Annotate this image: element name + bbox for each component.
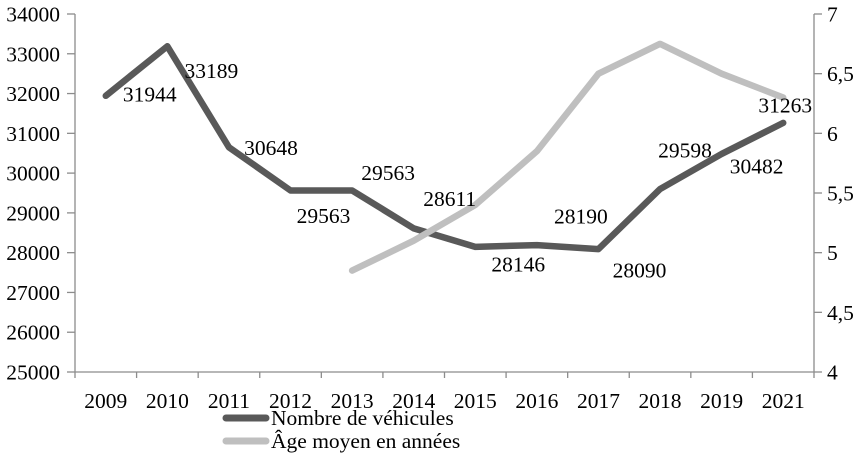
left-axis-tick-label: 27000 <box>6 281 60 305</box>
legend-label-vehicules: Nombre de véhicules <box>271 406 454 430</box>
right-axis-tick-label: 5,5 <box>827 182 854 206</box>
data-label-2015: 28146 <box>491 252 545 276</box>
series-line-vehicules <box>102 43 787 253</box>
data-label-2009: 31944 <box>123 82 177 106</box>
chart-legend: Nombre de véhicules Âge moyen en années <box>222 406 460 453</box>
left-axis-tick-label: 34000 <box>6 3 60 27</box>
right-axis-tick-label: 4,5 <box>827 301 854 325</box>
legend-label-age: Âge moyen en années <box>271 429 460 453</box>
data-label-2010: 33189 <box>185 59 239 83</box>
axes: 25000 26000 27000 28000 29000 30000 31000 32000… <box>6 3 854 414</box>
right-axis-tick-label: 5 <box>827 241 838 265</box>
x-axis-category-label: 2009 <box>84 389 127 413</box>
x-axis-category-label: 2011 <box>208 389 250 413</box>
x-axis-category-label: 2016 <box>515 389 558 413</box>
left-axis-tick-label: 31000 <box>6 122 60 146</box>
data-label-2021: 31263 <box>758 93 812 117</box>
data-label-2013: 29563 <box>361 161 415 185</box>
x-axis-category-label: 2017 <box>577 389 620 413</box>
right-axis-tick-label: 7 <box>827 3 838 27</box>
x-axis-category-label: 2010 <box>146 389 189 413</box>
left-axis-tick-label: 28000 <box>6 241 60 265</box>
left-axis-tick-label: 25000 <box>6 361 60 385</box>
x-axis-category-label: 2019 <box>700 389 743 413</box>
left-axis-tick-label: 26000 <box>6 321 60 345</box>
x-axis-category-label: 2013 <box>331 389 374 413</box>
x-axis-category-label: 2018 <box>639 389 682 413</box>
data-label-2019: 30482 <box>730 154 784 178</box>
data-labels: 31944 33189 30648 29563 29563 28611 28146 28190… <box>123 59 812 283</box>
left-axis-tick-label: 32000 <box>6 82 60 106</box>
x-axis-category-label: 2021 <box>762 389 805 413</box>
data-label-2012: 29563 <box>297 204 351 228</box>
data-label-2011: 30648 <box>244 136 298 160</box>
right-axis-tick-label: 4 <box>827 361 838 385</box>
data-label-2017: 28090 <box>613 259 667 283</box>
series-lines <box>102 40 787 274</box>
data-label-2016: 28190 <box>554 205 608 229</box>
left-axis-tick-label: 30000 <box>6 162 60 186</box>
right-axis-tick-label: 6 <box>827 122 838 146</box>
x-axis-category-label: 2012 <box>269 389 312 413</box>
data-label-2014: 28611 <box>423 187 476 211</box>
series-line-age <box>348 40 787 274</box>
left-axis-tick-label: 29000 <box>6 201 60 225</box>
x-axis-category-label: 2014 <box>392 389 435 413</box>
left-axis-tick-label: 33000 <box>6 42 60 66</box>
data-label-2018: 29598 <box>658 139 712 163</box>
right-axis-tick-label: 6,5 <box>827 62 854 86</box>
x-axis-category-label: 2015 <box>454 389 497 413</box>
